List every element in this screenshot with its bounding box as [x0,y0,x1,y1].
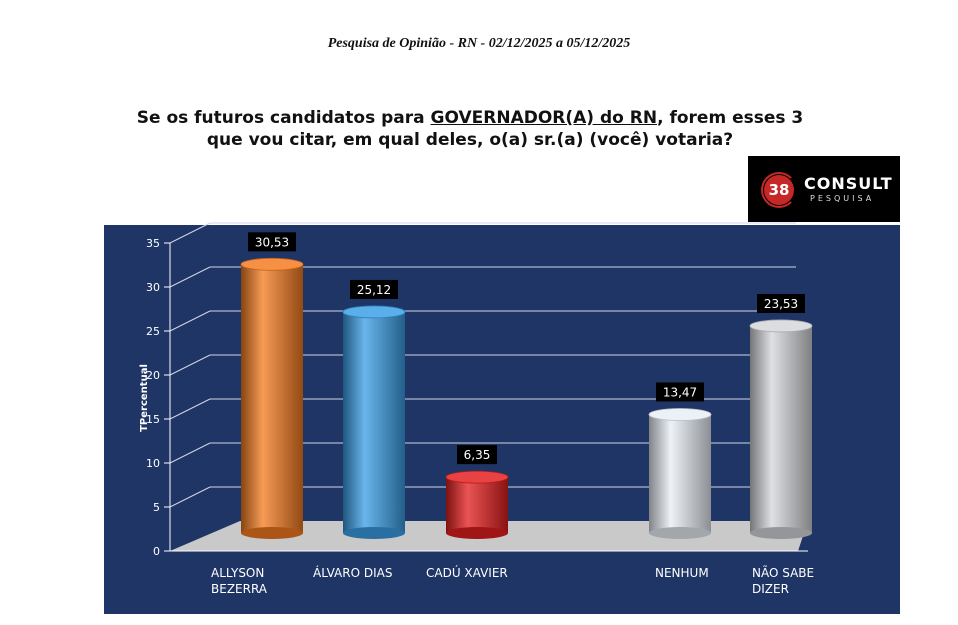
grid-line-diagonal [169,354,211,376]
question-part-2: , forem esses 3 que vou citar, em qual d… [206,108,804,150]
y-axis-title: TPercentual [139,364,150,432]
consult-logo: 38 CONSULT PESQUISA [748,156,900,222]
data-label-box [457,445,497,465]
category-label: DIZER [752,582,789,596]
question-title: Se os futuros candidatos para GOVERNADOR… [120,107,820,151]
logo-number: 38 [764,175,794,205]
bar-top [342,305,406,319]
bar-top [445,470,509,484]
y-tick-label: 35 [146,237,160,250]
category-label: NÃO SABE [752,565,814,580]
category-label: ALLYSON [211,566,264,580]
bar-top [749,319,813,333]
category-label: NENHUM [655,566,709,580]
data-label-box [248,232,296,252]
data-label: 30,53 [255,235,289,249]
bar-base [241,527,303,539]
data-label-box [656,382,704,402]
data-label-box [350,279,398,299]
bar-top [648,408,712,421]
survey-header: Pesquisa de Opinião - RN - 02/12/2025 a … [327,36,631,51]
bar-base [446,527,508,539]
category-label: BEZERRA [211,582,268,596]
y-tick-label: 5 [153,501,160,514]
bar-base [343,527,405,539]
question-highlight: GOVERNADOR(A) do RN [430,108,658,128]
data-label: 13,47 [663,385,697,399]
data-label: 6,35 [464,448,491,462]
category-label: CADÚ XAVIER [426,565,508,580]
question-part-1: Se os futuros candidatos para [136,108,431,128]
grid-line-diagonal [169,310,211,332]
y-tick-label: 25 [146,325,160,338]
logo-sub: PESQUISA [810,194,875,203]
bar-base [750,527,812,539]
bar-top [240,257,304,271]
y-tick-label: 0 [153,545,160,558]
bar [750,325,812,533]
bar-base [649,527,711,539]
bar [343,311,405,533]
grid-line-diagonal [169,222,211,244]
data-label: 25,12 [357,283,391,297]
grid-line-diagonal [169,266,211,288]
category-label: ÁLVARO DIAS [313,565,392,580]
y-tick-label: 10 [146,457,160,470]
logo-ring-icon [761,172,797,208]
bar [241,264,303,533]
bar [446,477,508,533]
y-tick-label: 30 [146,281,160,294]
y-tick-label: 20 [146,369,160,382]
y-tick-label: 15 [146,413,160,426]
logo-name: CONSULT [804,174,893,193]
bar [649,414,711,533]
grid-line-diagonal [169,398,211,420]
grid-line-diagonal [169,486,211,508]
grid-line-diagonal [169,442,211,464]
data-label-box [757,293,805,313]
data-label: 23,53 [764,297,798,311]
